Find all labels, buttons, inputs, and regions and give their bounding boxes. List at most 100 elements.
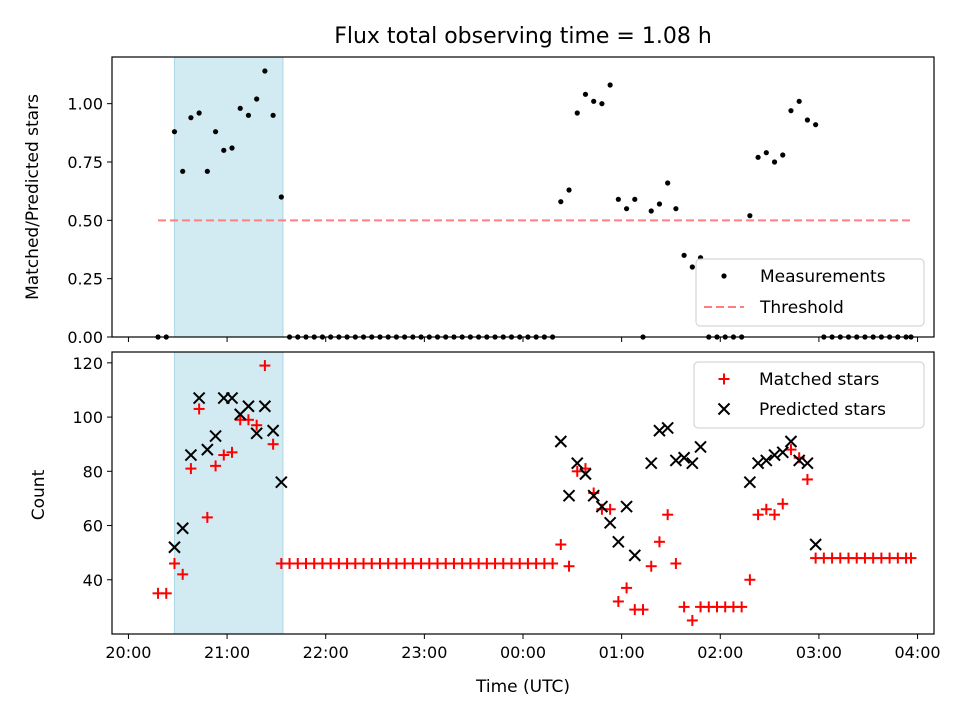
- y-tick-label: 1.00: [67, 95, 103, 114]
- matched-point: [760, 503, 772, 515]
- predicted-point-b: [792, 454, 806, 467]
- measurement-point: [689, 264, 695, 270]
- y-tick-label: 0.50: [67, 211, 103, 230]
- predicted-point: [792, 454, 806, 467]
- measurement-point: [558, 199, 564, 205]
- figure-title: Flux total observing time = 1.08 h: [334, 24, 712, 49]
- top-axes: 0.00 0.25 0.50 0.75 1.00 Measurements Threshol…: [67, 56, 935, 347]
- highlight-span: [173, 56, 284, 338]
- y-tick-label: 0.25: [67, 270, 103, 289]
- predicted-point: [595, 500, 609, 513]
- matched-point: [785, 444, 797, 456]
- predicted-point: [603, 516, 617, 530]
- predicted-point-b: [686, 456, 699, 470]
- predicted-point: [587, 489, 600, 502]
- predicted-point-b: [661, 421, 674, 435]
- matched-point: [662, 509, 674, 521]
- predicted-point: [628, 549, 641, 562]
- predicted-point: [809, 538, 822, 551]
- predicted-point: [266, 424, 280, 437]
- predicted-point-b: [554, 435, 568, 448]
- predicted-point-b: [612, 535, 625, 549]
- measurement-point: [804, 117, 811, 123]
- matched-point: [621, 582, 633, 594]
- predicted-point: [661, 421, 674, 435]
- measurement-point: [582, 91, 589, 97]
- measurement-point: [615, 196, 621, 202]
- predicted-point: [768, 448, 781, 462]
- top-frame: [111, 56, 935, 338]
- matched-point: [177, 568, 189, 580]
- predicted-point: [653, 424, 666, 437]
- matched-point: [555, 539, 567, 551]
- bottom-legend: Matched stars Predicted stars: [693, 361, 925, 429]
- predicted-point: [176, 522, 189, 535]
- matched-point: [744, 574, 756, 586]
- bottom-axes: 40 60 80 100 120 20:00 21:00 22:00 23:00 00:00 01:…: [72, 351, 941, 662]
- measurement-point: [574, 110, 580, 116]
- legend-measurements-label: Measurements: [760, 267, 886, 287]
- measurement-point: [254, 96, 260, 102]
- measurement-point: [229, 145, 235, 151]
- predicted-point-b: [275, 475, 288, 489]
- measurement-point: [237, 105, 243, 111]
- predicted-point-b: [653, 424, 666, 437]
- measurement-point: [681, 252, 687, 258]
- measurement-point: [632, 196, 638, 202]
- x-tick-label: 21:00: [204, 643, 250, 662]
- predicted-point-b: [751, 456, 765, 470]
- measurement-point: [623, 206, 630, 212]
- predicted-point: [669, 454, 683, 467]
- legend-measurement-marker: [721, 273, 727, 279]
- legend-predicted-marker-b: [717, 402, 731, 416]
- x-tick-label: 02:00: [697, 643, 743, 662]
- matched-point: [226, 446, 238, 458]
- predicted-point-b: [760, 454, 773, 467]
- predicted-point-b: [603, 516, 617, 530]
- legend-matched-marker: [718, 373, 730, 385]
- predicted-point: [694, 440, 707, 454]
- matched-point: [160, 587, 172, 599]
- matched-point: [571, 465, 583, 477]
- matched-point: [905, 552, 917, 564]
- x-tick-label: 04:00: [895, 643, 941, 662]
- matched-point: [678, 601, 690, 613]
- predicted-point: [784, 435, 798, 448]
- legend-predicted-label: Predicted stars: [759, 400, 886, 420]
- measurement-point: [278, 194, 284, 200]
- predicted-point-b: [776, 446, 789, 459]
- x-tick-label: 01:00: [599, 643, 645, 662]
- matched-point: [645, 560, 657, 572]
- x-tick-label: 20:00: [105, 643, 151, 662]
- x-tick-label: 23:00: [401, 643, 447, 662]
- predicted-point: [275, 475, 288, 489]
- predicted-point-b: [209, 429, 222, 443]
- predicted-point-b: [168, 541, 181, 554]
- predicted-point-b: [176, 522, 189, 535]
- measurement-point: [591, 98, 597, 104]
- legend-matched-label: Matched stars: [759, 370, 879, 390]
- predicted-point-b: [184, 448, 198, 462]
- measurement-point: [204, 168, 210, 174]
- y-tick-label: 0.00: [67, 328, 103, 347]
- top-ylabel: Matched/Predicted stars: [23, 94, 43, 300]
- matched-point: [801, 473, 813, 485]
- measurement-point: [648, 208, 654, 214]
- matched-point: [251, 419, 263, 431]
- matched-point: [736, 601, 748, 613]
- matched-point: [612, 595, 624, 607]
- y-tick-label: 100: [72, 408, 103, 427]
- predicted-point-b: [784, 435, 798, 448]
- measurement-point: [763, 150, 769, 156]
- bottom-frame: [111, 351, 935, 635]
- y-tick-label: 0.75: [67, 153, 103, 172]
- predicted-point: [562, 489, 576, 502]
- measurement-point: [780, 152, 786, 158]
- predicted-point-b: [595, 500, 609, 513]
- measurement-point: [788, 108, 794, 114]
- legend-box: [695, 258, 925, 327]
- measurement-point: [196, 110, 202, 116]
- predicted-point: [225, 391, 239, 405]
- predicted-point: [242, 400, 255, 413]
- matched-point: [259, 360, 271, 372]
